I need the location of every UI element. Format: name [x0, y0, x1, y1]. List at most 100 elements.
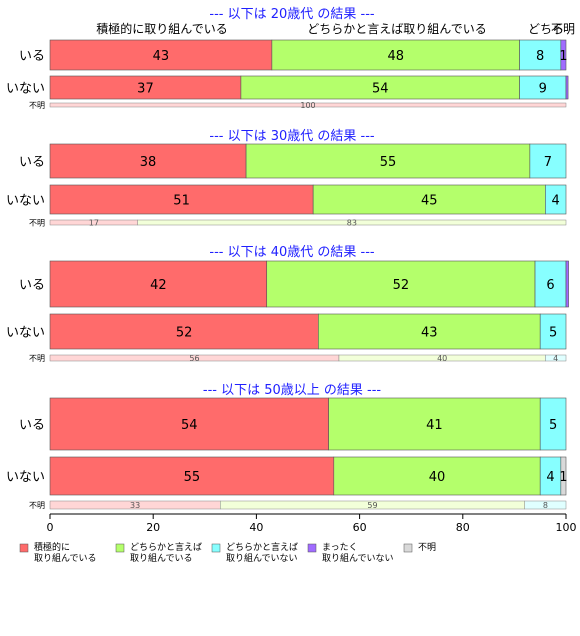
bar-value-label: 5: [549, 418, 557, 433]
bar-segment: [318, 313, 541, 350]
row-label: いる: [19, 418, 45, 433]
thin-bar-value-label: 100: [300, 101, 315, 110]
bar-value-label: 48: [387, 49, 404, 64]
group-title: --- 以下は 40歳代 の結果 ---: [209, 245, 375, 260]
bar-value-label: 52: [393, 278, 410, 293]
x-tick-label: 100: [556, 521, 577, 534]
bar-segment: [560, 456, 567, 496]
thin-bar-value-label: 17: [89, 219, 99, 228]
legend-label: 積極的に: [34, 541, 70, 553]
category-header-label: どちら: [528, 22, 564, 36]
bar-value-label: 4: [546, 470, 554, 485]
thin-bar-segment: [49, 102, 567, 108]
category-header-label: どちらかと言えば取り組んでいる: [307, 22, 486, 36]
row-label: いない: [6, 82, 45, 97]
legend-swatch: [115, 543, 125, 553]
bar-segment: [49, 184, 314, 215]
row-label-unknown: 不明: [29, 101, 45, 110]
bar-segment: [529, 143, 567, 179]
bar-segment: [333, 456, 541, 496]
legend-swatch: [307, 543, 317, 553]
group-title: --- 以下は 50歳以上 の結果 ---: [203, 383, 382, 398]
bar-value-label: 41: [426, 418, 443, 433]
bar-value-label: 1: [559, 49, 567, 64]
thin-bar-segment: [524, 500, 567, 510]
bar-segment: [545, 184, 567, 215]
thin-bar-value-label: 33: [130, 501, 140, 510]
bar-segment: [245, 143, 531, 179]
bar-value-label: 43: [153, 49, 170, 64]
bar-value-label: 43: [421, 326, 438, 341]
group-title: --- 以下は 30歳代 の結果 ---: [209, 129, 375, 144]
legend-label: どちらかと言えば: [130, 541, 202, 553]
bar-value-label: 54: [181, 418, 198, 433]
legend-label: まったく: [322, 542, 358, 553]
thin-bar-value-label: 83: [347, 219, 357, 228]
bar-value-label: 51: [173, 194, 190, 209]
row-label: いる: [19, 155, 45, 170]
legend-label: 取り組んでいない: [226, 552, 298, 564]
thin-bar-value-label: 8: [543, 501, 548, 510]
bar-segment: [328, 397, 541, 451]
bar-segment: [49, 313, 319, 350]
row-label: いない: [6, 326, 45, 341]
bar-value-label: 37: [137, 82, 154, 97]
bar-value-label: 9: [539, 82, 547, 97]
thin-bar-value-label: 59: [367, 501, 377, 510]
thin-bar-value-label: 56: [189, 354, 199, 363]
bar-value-label: 4: [552, 194, 560, 209]
x-tick-label: 20: [146, 521, 160, 534]
bar-value-label: 45: [421, 194, 438, 209]
legend-label: 取り組んでいる: [34, 552, 97, 564]
bar-segment: [49, 397, 329, 451]
group-title: --- 以下は 20歳代 の結果 ---: [209, 7, 375, 22]
bar-value-label: 55: [184, 470, 201, 485]
bar-value-label: 1: [559, 470, 567, 485]
bar-value-label: 55: [380, 155, 397, 170]
bar-segment: [49, 456, 335, 496]
bar-value-label: 6: [546, 278, 554, 293]
bar-segment: [565, 75, 569, 100]
bar-value-label: 42: [150, 278, 167, 293]
bar-value-label: 40: [429, 470, 446, 485]
row-label-unknown: 不明: [29, 354, 45, 363]
legend-swatch: [211, 543, 221, 553]
bar-segment: [312, 184, 546, 215]
row-label: いない: [6, 470, 45, 485]
bar-value-label: 7: [544, 155, 552, 170]
bar-value-label: 54: [372, 82, 389, 97]
bar-segment: [539, 313, 567, 350]
x-tick-label: 80: [456, 521, 470, 534]
bar-value-label: 38: [140, 155, 157, 170]
bar-segment: [560, 39, 567, 71]
thin-bar-segment: [545, 354, 567, 362]
legend-label: 取り組んでいない: [322, 552, 394, 564]
row-label: いる: [19, 278, 45, 293]
legend-swatch: [19, 543, 29, 553]
legend-label: どちらかと言えば: [226, 541, 298, 553]
bar-value-label: 52: [176, 326, 193, 341]
bar-segment: [49, 260, 268, 308]
row-label-unknown: 不明: [29, 219, 45, 228]
x-tick-label: 0: [47, 521, 54, 534]
bar-segment: [565, 260, 569, 308]
x-tick-label: 60: [353, 521, 367, 534]
bar-segment: [271, 39, 520, 71]
legend-label: 取り組んでいる: [130, 552, 193, 564]
bar-value-label: 8: [536, 49, 544, 64]
row-label: いない: [6, 194, 45, 209]
bar-segment: [266, 260, 536, 308]
row-label: いる: [19, 49, 45, 64]
thin-bar-value-label: 4: [553, 354, 558, 363]
row-label-unknown: 不明: [29, 501, 45, 510]
bar-value-label: 5: [549, 326, 557, 341]
legend-swatch: [403, 543, 413, 553]
x-tick-label: 40: [249, 521, 263, 534]
legend-label: 不明: [418, 542, 436, 553]
category-header-label: 積極的に取り組んでいる: [96, 21, 227, 36]
thin-bar-segment: [137, 219, 567, 226]
category-header-label: 不明: [551, 22, 575, 36]
bar-segment: [539, 397, 567, 451]
thin-bar-value-label: 40: [437, 354, 447, 363]
